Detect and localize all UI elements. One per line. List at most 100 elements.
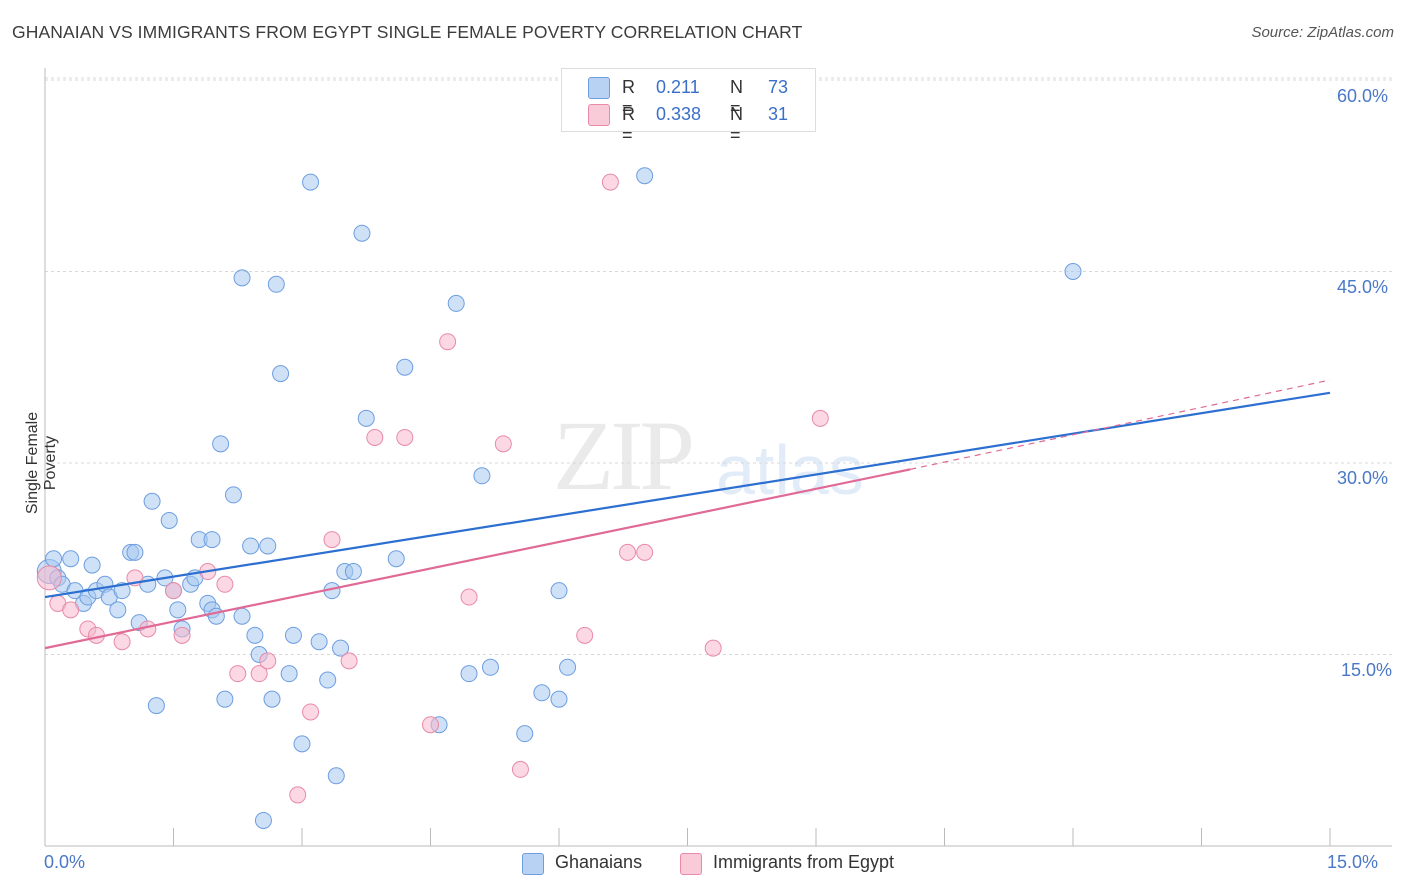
- ghanaian-point: [143, 492, 161, 510]
- ghanaian-point: [126, 543, 144, 561]
- egypt-trend-line: [44, 468, 911, 650]
- ghanaian-point: [1064, 263, 1082, 280]
- egypt-point: [340, 652, 358, 670]
- egypt-point: [460, 588, 478, 606]
- ghanaian-point: [242, 537, 260, 555]
- watermark-zip: ZIP: [553, 400, 695, 511]
- ghanaian-point: [83, 556, 101, 574]
- ghanaian-point: [62, 550, 80, 568]
- ghanaian-point: [259, 537, 277, 555]
- egypt-point: [216, 575, 234, 593]
- egypt-point: [601, 173, 619, 191]
- egypt-point: [165, 582, 182, 600]
- y-axis-label: Single Female Poverty: [24, 411, 59, 515]
- pink-swatch: [588, 104, 610, 126]
- ghanaian-point: [559, 658, 577, 676]
- ghanaian-point: [357, 409, 375, 427]
- n-label: N =: [730, 77, 743, 118]
- n-value: 31: [768, 104, 789, 124]
- correlation-legend: R = 0.211 N = 73 R = 0.338 N = 31: [561, 68, 816, 145]
- y-tick-label: 15.0%: [1341, 660, 1393, 680]
- ghanaian-point: [284, 626, 302, 644]
- ghanaian-point: [293, 735, 311, 753]
- ghanaian-point: [396, 358, 414, 376]
- ghanaian-point: [212, 435, 230, 453]
- ghanaian-point: [533, 684, 551, 702]
- egypt-point: [302, 703, 320, 721]
- egypt-point: [619, 543, 637, 561]
- egypt-point: [811, 409, 829, 427]
- r-value: 0.211: [656, 77, 700, 97]
- r-label: R =: [622, 104, 635, 145]
- y-tick-label: 30.0%: [1337, 468, 1389, 488]
- egypt-point: [36, 565, 62, 591]
- egypt-point: [366, 428, 384, 446]
- ghanaian-point: [160, 511, 178, 529]
- ghanaian-point: [302, 173, 320, 191]
- r-value: 0.338: [656, 104, 702, 124]
- y-tick-label: 60.0%: [1337, 86, 1389, 106]
- ghanaian-point: [267, 275, 285, 293]
- egypt-point: [62, 601, 80, 619]
- egypt-point: [576, 626, 594, 644]
- ghanaian-point: [636, 167, 654, 185]
- ghanaian-point: [216, 690, 234, 708]
- ghanaian-point: [254, 811, 272, 829]
- ghanaian-point: [447, 294, 465, 312]
- ghanaian-point: [353, 224, 371, 242]
- x-tick-label: 15.0%: [1327, 852, 1379, 872]
- ghanaian-point: [332, 639, 350, 657]
- legend-label: Immigrants from Egypt: [713, 852, 895, 872]
- ghanaian-point: [327, 767, 345, 785]
- ghanaian-point: [272, 365, 290, 383]
- r-label: R =: [622, 77, 635, 118]
- pink-swatch: [680, 853, 702, 875]
- ghanaian-point: [473, 467, 491, 485]
- x-tick-label: 0.0%: [44, 852, 86, 872]
- egypt-point: [289, 786, 307, 804]
- ghanaian-point: [460, 665, 478, 683]
- ghanaian-point: [224, 486, 242, 504]
- blue-swatch: [588, 77, 610, 99]
- ghanaian-point: [481, 658, 499, 676]
- egypt-point: [229, 665, 247, 683]
- egypt-point: [494, 435, 512, 453]
- ghanaian-point: [516, 725, 534, 743]
- ghanaian-point: [169, 601, 187, 619]
- ghanaian-trend-line: [44, 391, 1331, 599]
- egypt-point: [636, 543, 654, 561]
- ghanaian-point: [203, 531, 221, 549]
- ghanaian-point: [550, 690, 568, 708]
- y-tick-label: 45.0%: [1337, 277, 1389, 297]
- chart-title: GHANAIAN VS IMMIGRANTS FROM EGYPT SINGLE…: [12, 22, 803, 42]
- ghanaian-point: [263, 690, 281, 708]
- egypt-point: [439, 333, 457, 351]
- egypt-point: [259, 652, 277, 670]
- egypt-point: [323, 531, 341, 549]
- ghanaian-point: [233, 607, 251, 625]
- ghanaian-point: [280, 665, 298, 683]
- chart-source: Source: ZipAtlas.com: [1251, 24, 1394, 41]
- egypt-point: [511, 760, 529, 778]
- ghanaian-point: [550, 582, 568, 600]
- blue-swatch: [522, 853, 544, 875]
- ghanaian-point: [109, 601, 127, 619]
- ghanaian-point: [387, 550, 405, 568]
- n-value: 73: [768, 77, 789, 97]
- ghanaian-point: [147, 697, 165, 715]
- egypt-trend-line: [910, 379, 1331, 470]
- egypt-point: [250, 665, 268, 683]
- ghanaian-point: [319, 671, 337, 689]
- ghanaian-point: [310, 633, 328, 651]
- egypt-point: [704, 639, 722, 657]
- ghanaian-point: [45, 550, 63, 568]
- ghanaian-point: [113, 582, 131, 600]
- ghanaian-point: [344, 563, 362, 581]
- egypt-point: [113, 633, 131, 651]
- legend-label: Ghanaians: [555, 852, 643, 872]
- egypt-point: [422, 716, 439, 734]
- egypt-point: [396, 428, 414, 446]
- n-label: N =: [730, 104, 743, 145]
- ghanaian-point: [246, 626, 264, 644]
